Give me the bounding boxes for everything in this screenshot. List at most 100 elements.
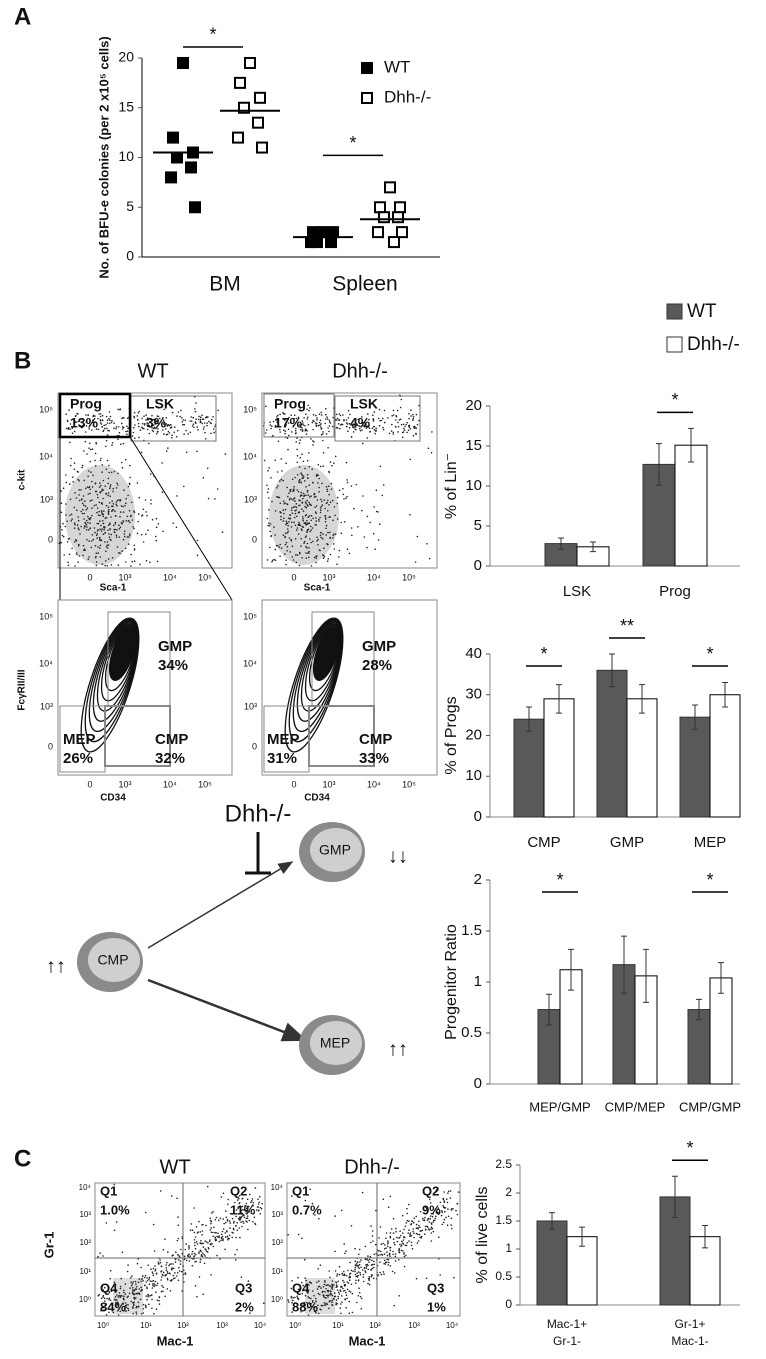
- event-dot: [157, 406, 159, 408]
- event-dot: [100, 490, 103, 492]
- event-dot: [176, 436, 178, 438]
- event-dot: [354, 1247, 356, 1250]
- event-dot: [67, 564, 70, 567]
- event-dot: [227, 1203, 229, 1206]
- event-dot: [389, 1255, 391, 1257]
- event-dot: [145, 559, 148, 562]
- event-dot: [386, 1258, 388, 1261]
- event-dot: [83, 504, 85, 507]
- event-dot: [373, 429, 376, 431]
- event-dot: [269, 523, 272, 525]
- event-dot: [398, 1251, 400, 1253]
- event-dot: [429, 1215, 432, 1217]
- event-dot: [311, 527, 314, 529]
- event-dot: [89, 516, 92, 519]
- event-dot: [362, 425, 365, 427]
- event-dot: [328, 1270, 331, 1272]
- flow-tick-label: 10¹: [332, 1321, 344, 1330]
- event-dot: [365, 1264, 367, 1266]
- event-dot: [409, 428, 412, 430]
- event-dot: [450, 1217, 453, 1220]
- event-dot: [283, 517, 285, 519]
- event-dot: [315, 1311, 317, 1314]
- cell-label: CMP: [97, 952, 128, 968]
- event-dot: [119, 1285, 122, 1288]
- event-dot: [218, 1236, 220, 1239]
- event-dot: [304, 1277, 306, 1279]
- event-dot: [87, 493, 90, 495]
- event-dot: [196, 450, 198, 453]
- event-dot: [407, 1232, 410, 1234]
- event-dot: [108, 411, 111, 413]
- event-dot: [119, 1296, 122, 1299]
- event-dot: [312, 540, 314, 543]
- event-dot: [103, 424, 105, 427]
- event-dot: [318, 1217, 320, 1220]
- event-dot: [236, 1221, 238, 1224]
- event-dot: [362, 1273, 365, 1276]
- event-dot: [111, 509, 114, 512]
- event-dot: [345, 1307, 348, 1309]
- event-dot: [342, 1287, 344, 1290]
- flow-tick-label: 10³: [40, 494, 53, 504]
- event-dot: [349, 1291, 352, 1293]
- flow-tick-label: 10³: [408, 1321, 420, 1330]
- event-dot: [157, 428, 159, 430]
- event-dot: [302, 492, 305, 495]
- event-dot: [111, 500, 113, 503]
- event-dot: [396, 1240, 399, 1243]
- event-dot: [215, 1216, 218, 1219]
- event-dot: [92, 421, 94, 424]
- event-dot: [415, 1227, 418, 1229]
- event-dot: [277, 496, 279, 498]
- event-dot: [136, 1292, 138, 1295]
- event-dot: [453, 1276, 455, 1279]
- event-dot: [67, 428, 70, 430]
- event-dot: [157, 1261, 160, 1263]
- event-dot: [94, 452, 97, 455]
- event-dot: [351, 534, 353, 537]
- event-dot: [276, 419, 279, 421]
- event-dot: [69, 464, 72, 467]
- event-dot: [87, 475, 89, 478]
- event-dot: [86, 453, 88, 455]
- event-dot: [77, 527, 80, 529]
- event-dot: [295, 561, 298, 564]
- event-dot: [140, 451, 143, 454]
- event-dot: [100, 1309, 102, 1312]
- event-dot: [270, 535, 272, 538]
- bar: [513, 718, 545, 818]
- event-dot: [320, 536, 323, 539]
- event-dot: [297, 416, 300, 419]
- event-dot: [343, 521, 346, 523]
- event-dot: [95, 443, 98, 445]
- event-dot: [225, 1216, 228, 1219]
- y-tick-label: 1: [474, 973, 482, 990]
- event-dot: [256, 1206, 259, 1208]
- gate-label: Q4: [292, 1280, 310, 1295]
- event-dot: [199, 418, 202, 421]
- event-dot: [152, 418, 155, 421]
- event-dot: [128, 509, 131, 512]
- event-dot: [320, 427, 323, 430]
- event-dot: [204, 431, 206, 434]
- event-dot: [112, 490, 114, 493]
- event-dot: [352, 1270, 354, 1272]
- event-dot: [305, 506, 308, 509]
- event-dot: [107, 544, 110, 546]
- event-dot: [108, 522, 111, 524]
- y-tick-label: 15: [465, 437, 482, 454]
- contour: [84, 618, 139, 743]
- event-dot: [174, 426, 176, 428]
- event-dot: [319, 426, 322, 428]
- event-dot: [314, 422, 317, 424]
- event-dot: [115, 1306, 118, 1309]
- event-dot: [318, 518, 320, 521]
- event-dot: [126, 433, 128, 436]
- event-dot: [443, 1201, 446, 1204]
- event-dot: [222, 1192, 225, 1195]
- event-dot: [99, 422, 102, 424]
- event-dot: [304, 1199, 307, 1202]
- event-dot: [89, 460, 92, 463]
- event-dot: [390, 430, 393, 432]
